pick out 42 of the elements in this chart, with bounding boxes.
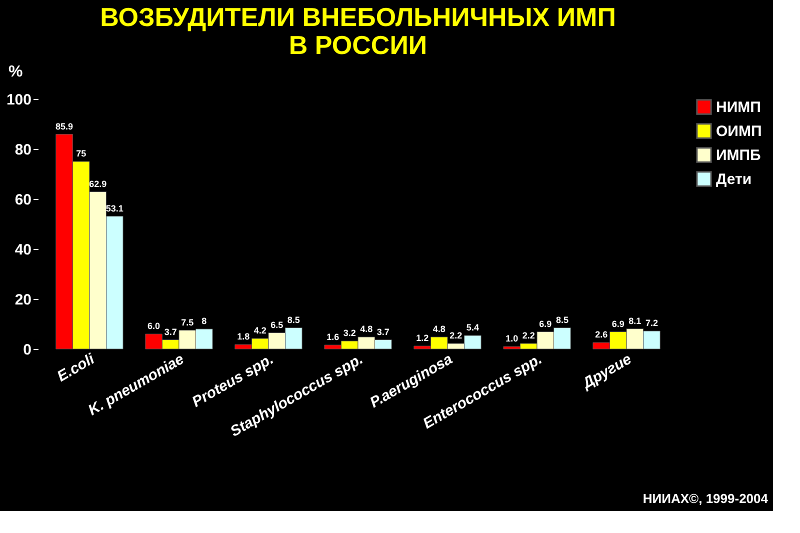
data-label: 6.0 [148,321,160,331]
text: В РОССИИ [288,30,428,60]
data-label: 1.2 [416,333,429,343]
data-label: 8.5 [556,314,568,325]
text: НИИАХ©, 1999-2004 [642,491,769,506]
data-label: 62.9 [89,178,107,189]
y-tick-label: 0 [23,342,32,358]
data-label: 1.6 [326,332,340,342]
data-label: 7.5 [181,317,194,328]
data-label: 6.9 [539,318,552,329]
legend-label: ИМПБ [716,147,762,164]
data-label: 6.5 [270,320,284,330]
data-label: 1.8 [237,332,250,342]
data-label: 6.9 [612,318,624,329]
legend-label: НИМП [716,99,761,116]
data-label: 7.2 [645,318,658,328]
legend-label: Дети [716,171,752,188]
y-axis-title: % [8,64,23,80]
data-label: 53.1 [106,203,124,214]
data-label: 3.7 [376,326,390,337]
data-label: 85.9 [56,121,74,132]
data-label: 5.4 [466,322,479,332]
data-label: 1.0 [506,334,518,344]
data-label: 4.8 [360,324,373,334]
data-label: 2.2 [450,330,462,340]
data-label: 75 [76,148,86,158]
y-tick-label: 20 [14,292,32,308]
data-label: 2.6 [595,330,608,340]
data-label: 4.2 [254,326,266,336]
text: ВОЗБУДИТЕЛИ ВНЕБОЛЬНИЧНЫХ ИМП [100,2,616,32]
y-tick-label: 100 [6,92,32,108]
data-label: 3.7 [164,326,177,337]
y-tick-label: 40 [14,242,32,258]
data-label: 8 [202,316,207,326]
data-label: 8.1 [628,316,642,326]
data-label: 2.2 [522,330,535,340]
data-label: 4.8 [432,324,446,334]
y-tick-label: 60 [14,192,32,208]
legend-label: ОИМП [716,123,762,140]
y-tick-label: 80 [14,142,32,158]
data-label: 8.5 [287,314,300,325]
data-label: 3.2 [343,328,356,338]
